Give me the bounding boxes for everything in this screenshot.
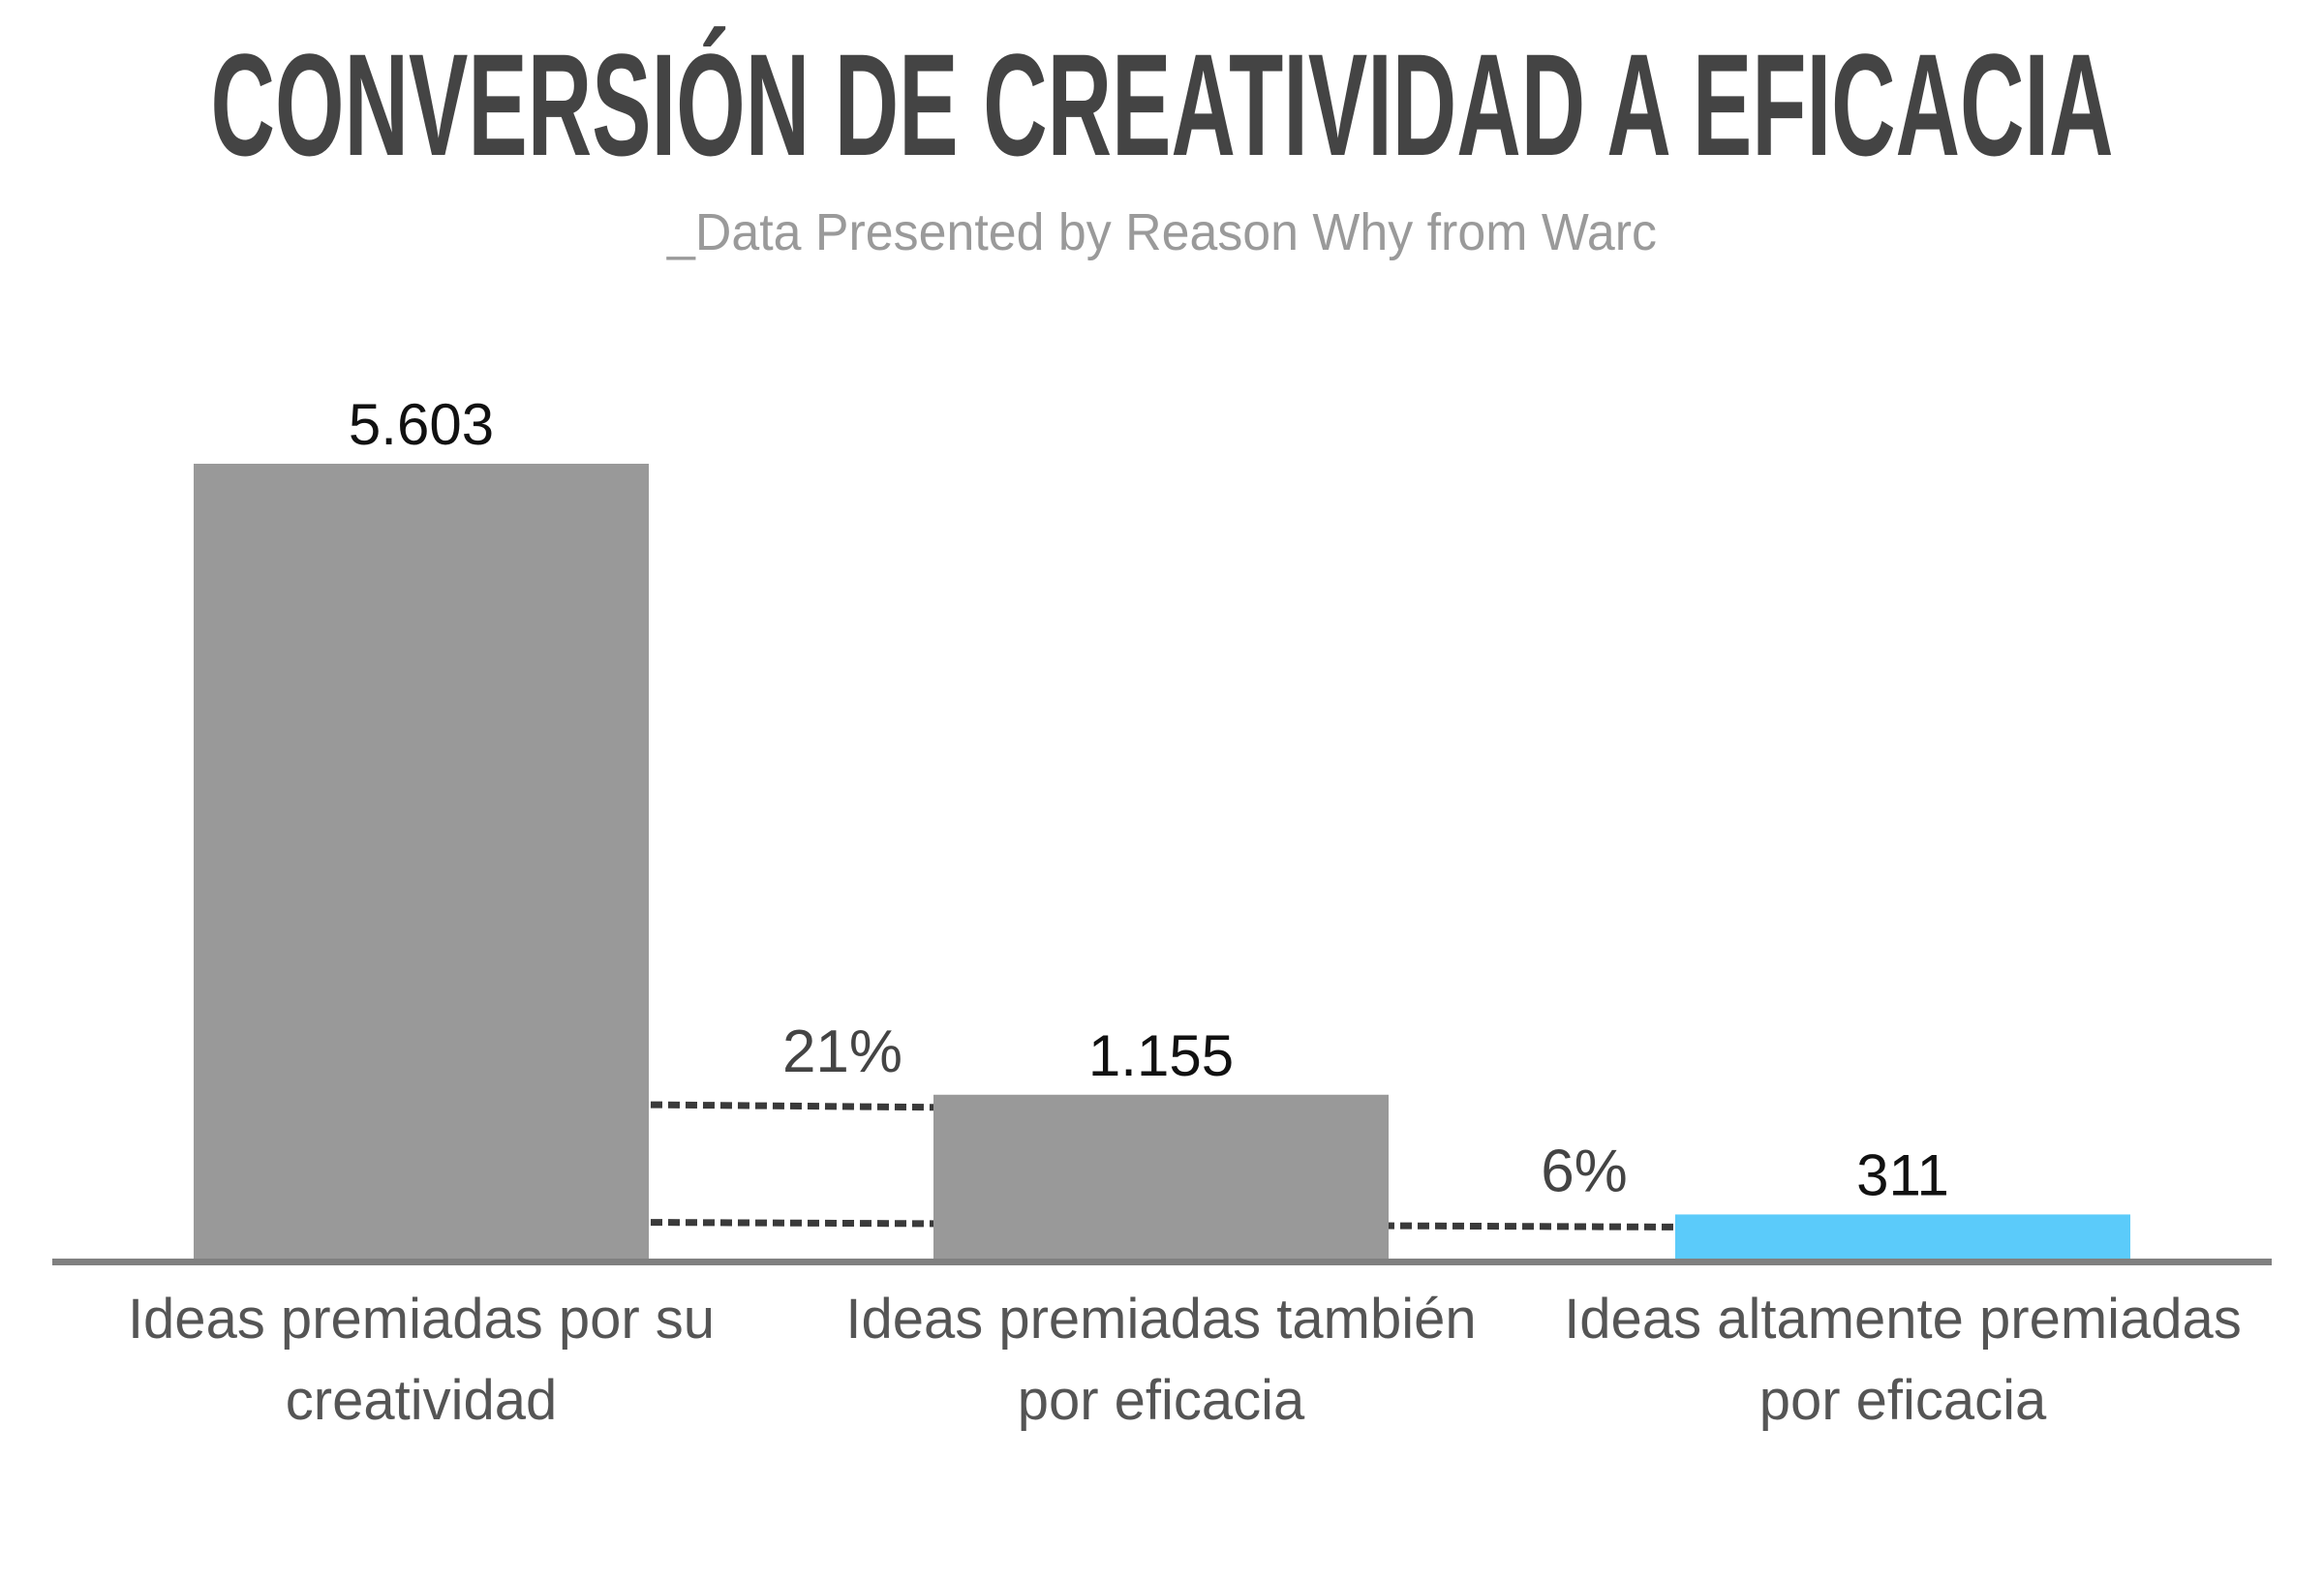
chart-title: CONVERSIÓN DE CREATIVIDAD A EFICACIA: [211, 23, 2114, 186]
chart-subtitle: _Data Presented by Reason Why from Warc: [666, 203, 1657, 261]
value-label-3: 311: [1856, 1142, 1949, 1207]
bar-3: [1675, 1214, 2130, 1259]
category-label-2-line-2: por eficacia: [1018, 1369, 1305, 1432]
value-label-2: 1.155: [1088, 1023, 1234, 1088]
bar-2: [933, 1094, 1389, 1259]
conversion-percent-2: 6%: [1541, 1138, 1628, 1204]
category-label-1-line-1: Ideas premiadas por su: [128, 1288, 715, 1351]
category-label-2-line-1: Ideas premiadas también: [845, 1288, 1476, 1351]
category-label-3-line-1: Ideas altamente premiadas: [1564, 1288, 2242, 1351]
value-label-1: 5.603: [349, 392, 494, 457]
x-axis-line: [52, 1259, 2272, 1265]
bar-1: [194, 464, 649, 1259]
conversion-percent-1: 21%: [782, 1018, 902, 1085]
category-label-3-line-2: por eficacia: [1759, 1369, 2047, 1432]
category-label-1-line-2: creatividad: [286, 1369, 557, 1432]
